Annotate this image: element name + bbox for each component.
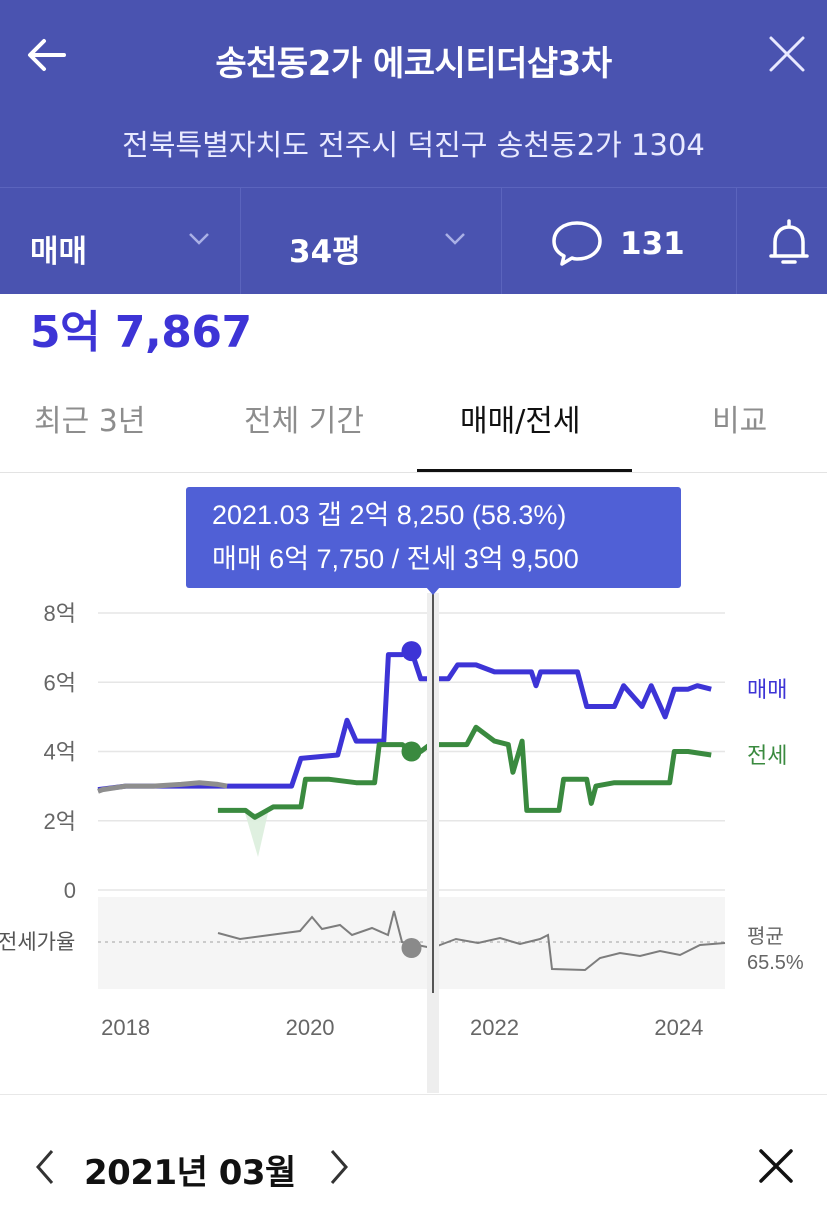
- comments-button[interactable]: 131: [502, 188, 736, 294]
- current-price: 5억 7,867: [30, 307, 252, 358]
- y-tick-label: 4억: [44, 740, 76, 765]
- jeonse-marker: [401, 741, 422, 762]
- speech-bubble-icon: [552, 221, 602, 266]
- ratio-avg-value: 65.5%: [747, 952, 804, 974]
- tooltip-line-1: 2021.03 갭 2억 8,250 (58.3%): [212, 500, 566, 530]
- chevron-down-icon: [445, 233, 465, 245]
- y-tick-label: 6억: [44, 670, 76, 695]
- sale-marker: [401, 641, 422, 662]
- period-tabs: 최근 3년 전체 기간 매매/전세 비교: [0, 380, 827, 473]
- page-title: 송천동2가 에코시티더샵3차: [215, 44, 612, 84]
- series-line: [217, 724, 712, 820]
- arrow-left-icon[interactable]: [22, 30, 72, 80]
- series-label: 매매: [747, 677, 787, 702]
- tab-all-period[interactable]: 전체 기간: [244, 404, 364, 439]
- x-tick-label: 2018: [101, 1015, 150, 1040]
- bell-icon: [769, 219, 809, 264]
- tooltip-box: [186, 487, 681, 588]
- size-dropdown[interactable]: 34평: [241, 188, 501, 294]
- chevron-down-icon: [189, 233, 209, 245]
- ratio-line: [217, 910, 726, 972]
- ratio-label: 전세가율: [0, 931, 75, 954]
- y-tick-label: 8억: [44, 601, 76, 626]
- chevron-right-icon[interactable]: [322, 1147, 356, 1187]
- y-tick-label: 0: [64, 878, 76, 903]
- filter-bar: 매매 34평 131: [0, 187, 827, 294]
- trade-type-dropdown[interactable]: 매매: [0, 188, 240, 294]
- alert-button[interactable]: [737, 188, 827, 294]
- selected-date: 2021년 03월: [84, 1153, 296, 1193]
- size-label: 34평: [289, 234, 361, 270]
- tooltip-line-2: 매매 6억 7,750 / 전세 3억 9,500: [212, 544, 579, 574]
- close-icon[interactable]: [765, 32, 809, 76]
- tab-sale-jeonse[interactable]: 매매/전세: [460, 404, 581, 439]
- active-tab-indicator: [417, 469, 632, 472]
- comment-count: 131: [620, 226, 685, 262]
- x-tick-label: 2022: [470, 1015, 519, 1040]
- x-tick-label: 2024: [654, 1015, 703, 1040]
- x-tick-label: 2020: [286, 1015, 335, 1040]
- tab-compare[interactable]: 비교: [712, 404, 768, 439]
- series-line: [97, 648, 712, 793]
- divider: [0, 1094, 827, 1095]
- trade-type-label: 매매: [30, 234, 88, 270]
- tab-recent-3-years[interactable]: 최근 3년: [34, 404, 146, 439]
- close-icon[interactable]: [757, 1147, 795, 1185]
- header: 송천동2가 에코시티더샵3차 전북특별자치도 전주시 덕진구 송천동2가 130…: [0, 0, 827, 187]
- address-text: 전북특별자치도 전주시 덕진구 송천동2가 1304: [122, 128, 705, 162]
- ratio-marker: [401, 938, 422, 958]
- date-navigator: 2021년 03월: [0, 1095, 827, 1210]
- series-label: 전세: [747, 743, 787, 768]
- series-line: [97, 780, 228, 794]
- y-tick-label: 2억: [44, 809, 76, 834]
- chevron-left-icon[interactable]: [28, 1147, 62, 1187]
- ratio-avg-label: 평균: [747, 925, 784, 948]
